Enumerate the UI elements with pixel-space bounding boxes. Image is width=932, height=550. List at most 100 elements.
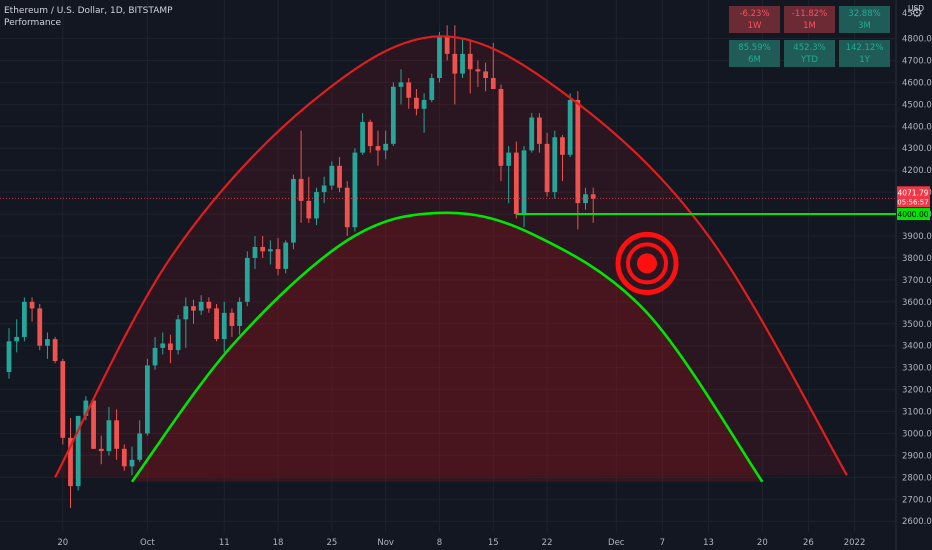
candle-body xyxy=(229,312,235,326)
candle-body xyxy=(483,71,488,79)
candle-body xyxy=(437,36,442,79)
y-tick-label: 3100.00 xyxy=(902,408,932,418)
x-tick-label: 11 xyxy=(219,538,230,548)
x-tick-label: 20 xyxy=(757,538,768,548)
last-price-tag xyxy=(897,186,930,208)
lower-arc xyxy=(130,211,764,483)
target-ring-middle xyxy=(626,242,669,285)
candle-body xyxy=(275,249,281,269)
x-tick-label: 15 xyxy=(488,538,499,548)
candle-body xyxy=(406,82,412,98)
candle-body xyxy=(60,361,66,438)
y-tick-label: 4500.00 xyxy=(902,100,932,110)
y-tick-label: 3200.00 xyxy=(902,386,932,396)
upper-arc xyxy=(54,35,848,478)
candle-body xyxy=(552,137,558,193)
x-tick-label: 2022 xyxy=(844,538,866,548)
perf-value: 85.59% xyxy=(738,43,771,53)
y-tick-label: 2800.00 xyxy=(902,473,932,483)
arc-fills xyxy=(55,36,847,482)
candle-body xyxy=(144,365,150,434)
target-ring-outer xyxy=(615,231,679,295)
candle-body xyxy=(590,194,596,199)
x-tick-label: 22 xyxy=(542,538,553,548)
candle-body xyxy=(429,78,435,100)
candle-body xyxy=(306,200,312,219)
candle-body xyxy=(544,143,550,193)
perf-period: 3M xyxy=(858,21,871,31)
candle-body xyxy=(421,99,427,109)
candle-body xyxy=(291,178,296,243)
candle-body xyxy=(191,306,196,311)
candle-body xyxy=(467,53,473,70)
perf-value: 142.12% xyxy=(845,43,884,53)
candle-body xyxy=(14,336,20,342)
perf-cell-ytd: 452.3% YTD xyxy=(784,40,835,67)
candle-body xyxy=(198,301,204,311)
candle-body xyxy=(414,97,419,109)
candle-body xyxy=(83,400,89,416)
candle-body xyxy=(575,99,581,204)
last-price-countdown: 05:56:57 xyxy=(897,198,928,206)
perf-cell-6m: 85.59% 6M xyxy=(729,40,780,67)
candle-body xyxy=(244,257,250,302)
perf-cell-3m: 32.88% 3M xyxy=(839,6,890,33)
support-price-tag xyxy=(897,208,930,221)
candle-body xyxy=(513,152,519,215)
candle-body xyxy=(29,301,35,309)
y-tick-label: 3400.00 xyxy=(902,342,932,352)
grid-lines xyxy=(0,0,897,550)
candle-body xyxy=(252,246,258,258)
perf-cell-1w: -6.23% 1W xyxy=(729,6,780,33)
y-tick-label: 3900.00 xyxy=(902,232,932,242)
candle-body xyxy=(329,165,335,186)
candle-body xyxy=(37,308,43,346)
indicator-name[interactable]: Performance xyxy=(4,18,62,28)
y-tick-label: 4600.00 xyxy=(902,78,932,88)
candle-body xyxy=(298,178,304,201)
candle-body xyxy=(260,246,266,252)
y-top-label: 45 xyxy=(902,9,913,19)
gear-icon[interactable]: ⚙ xyxy=(911,6,923,21)
x-tick-label: 7 xyxy=(660,538,665,548)
candle-body xyxy=(506,152,512,166)
candle-body xyxy=(375,146,381,151)
candle-body xyxy=(237,301,242,326)
candle-body xyxy=(475,69,481,72)
candle-body xyxy=(168,343,173,351)
candle-body xyxy=(344,187,350,228)
candle-body xyxy=(106,420,112,452)
target-center xyxy=(637,253,658,274)
symbol-title[interactable]: Ethereum / U.S. Dollar, 1D, BITSTAMP xyxy=(4,6,173,16)
candle-body xyxy=(283,242,289,269)
x-tick-label: 8 xyxy=(437,538,442,548)
candle-body xyxy=(498,88,504,166)
perf-period: YTD xyxy=(801,55,818,65)
y-axis[interactable]: 2600.00 2700.00 2800.00 2900.00 3000.00 3100.… xyxy=(902,4,932,527)
y-tick-label: 3700.00 xyxy=(902,276,932,286)
candle-body xyxy=(6,341,12,373)
x-tick-label: 26 xyxy=(803,538,814,548)
perf-value: 32.88% xyxy=(848,9,881,19)
candle-body xyxy=(567,99,573,155)
candle-body xyxy=(175,319,181,351)
y-tick-label: 3300.00 xyxy=(902,364,932,374)
x-tick-label: Dec xyxy=(608,538,625,548)
candle-body xyxy=(529,117,535,151)
perf-cell-1m: -11.82% 1M xyxy=(784,6,835,33)
candle-body xyxy=(91,400,96,449)
x-axis[interactable]: 20 Oct 11 18 25 Nov 8 15 22 Dec 7 13 20 26 2022 xyxy=(57,538,865,548)
candle-body xyxy=(214,308,219,340)
candle-body xyxy=(206,301,212,309)
perf-value: 452.3% xyxy=(793,43,826,53)
candle-body xyxy=(129,459,135,467)
upper-arc-fill xyxy=(55,36,847,478)
candle-body xyxy=(521,150,527,215)
y-tick-label: 3800.00 xyxy=(902,254,932,264)
candle-body xyxy=(321,185,327,193)
candle-body xyxy=(452,53,458,74)
candle-body xyxy=(314,192,319,219)
candle-body xyxy=(160,343,166,348)
